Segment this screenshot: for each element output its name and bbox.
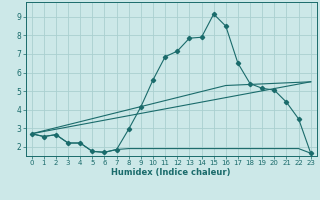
X-axis label: Humidex (Indice chaleur): Humidex (Indice chaleur) (111, 168, 231, 177)
